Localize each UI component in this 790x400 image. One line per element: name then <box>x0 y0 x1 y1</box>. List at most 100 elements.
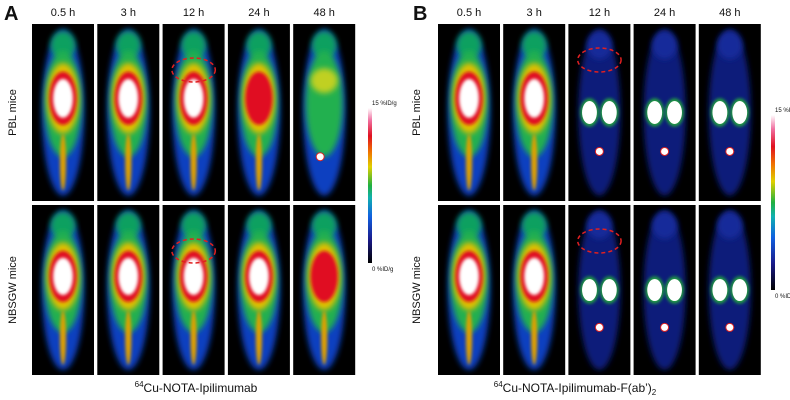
torso-white <box>118 257 139 296</box>
torso-green <box>305 50 343 157</box>
kidney <box>712 278 728 302</box>
torso-white <box>183 78 204 118</box>
head-signal <box>115 211 141 239</box>
head-signal <box>717 211 743 239</box>
roi-circle <box>171 238 217 264</box>
torso-white <box>118 78 139 118</box>
tail <box>465 310 473 365</box>
tail <box>255 133 262 191</box>
hotspot <box>315 152 325 162</box>
pet-image <box>162 205 225 375</box>
pet-image <box>32 205 94 375</box>
row-label: NBSGW mice <box>411 256 423 324</box>
head-signal <box>587 31 612 60</box>
body-signal <box>578 210 621 370</box>
torso-white <box>183 257 204 296</box>
kidney <box>582 278 597 302</box>
torso-white <box>459 78 479 118</box>
tail <box>321 310 328 365</box>
tail <box>465 133 473 191</box>
torso-red <box>245 71 273 125</box>
row-label: NBSGW mice <box>7 256 19 324</box>
time-label: 48 h <box>719 7 740 19</box>
pet-image <box>162 24 225 201</box>
roi-circle <box>576 228 622 254</box>
torso-white <box>53 78 73 118</box>
time-label: 0.5 h <box>51 7 75 19</box>
torso-white <box>53 257 73 296</box>
pet-image <box>698 205 761 375</box>
colorbar-max: 15 %ID/g <box>372 101 397 107</box>
body-signal <box>708 29 751 196</box>
caption-main: Cu-NOTA-Ipilimumab-F(ab’) <box>503 381 652 395</box>
tail <box>59 310 67 365</box>
head-signal <box>246 31 272 60</box>
tail <box>59 133 67 191</box>
kidney <box>601 100 617 125</box>
bladder <box>660 322 670 332</box>
kidney <box>667 100 682 125</box>
kidney <box>732 100 748 125</box>
tail <box>125 133 132 191</box>
head-signal <box>456 211 482 239</box>
caption-sub: 2 <box>652 388 657 397</box>
head-signal <box>311 211 337 239</box>
kidney <box>647 100 663 125</box>
kidney <box>582 100 597 125</box>
pet-image <box>97 24 160 201</box>
row-label: PBL mice <box>7 89 19 136</box>
row-label: PBL mice <box>411 89 423 136</box>
bladder <box>725 322 735 332</box>
body-signal <box>708 210 751 370</box>
time-label: 24 h <box>248 7 269 19</box>
pet-image <box>438 24 500 201</box>
colorbar <box>771 115 775 290</box>
panel-label: B <box>413 3 427 25</box>
tail <box>255 310 262 365</box>
tail <box>190 310 197 365</box>
roi-circle <box>171 57 217 83</box>
time-label: 3 h <box>527 7 542 19</box>
pet-image <box>227 24 290 201</box>
head-signal <box>246 211 272 239</box>
head-signal <box>181 31 207 60</box>
torso-red <box>310 250 338 302</box>
kidney <box>667 278 682 302</box>
head-signal <box>521 31 547 60</box>
pet-image <box>438 205 500 375</box>
head-signal <box>115 31 141 60</box>
time-label: 3 h <box>121 7 136 19</box>
bladder <box>594 146 604 156</box>
head-signal <box>521 211 547 239</box>
head-signal <box>50 31 76 60</box>
colorbar <box>368 108 372 263</box>
time-label: 0.5 h <box>457 7 481 19</box>
tail <box>190 133 197 191</box>
pet-image <box>503 205 566 375</box>
pet-image <box>503 24 566 201</box>
panel-label: A <box>4 3 18 25</box>
tail <box>125 310 132 365</box>
caption: 64Cu-NOTA-Ipilimumab <box>135 380 258 395</box>
head-signal <box>587 211 612 239</box>
time-label: 12 h <box>183 7 204 19</box>
bladder <box>725 146 735 156</box>
pet-image <box>97 205 160 375</box>
head-signal <box>50 211 76 239</box>
time-label: 24 h <box>654 7 675 19</box>
colorbar-min: 0 %ID/g <box>775 294 790 300</box>
time-label: 48 h <box>313 7 334 19</box>
time-label: 12 h <box>589 7 610 19</box>
kidney <box>712 100 728 125</box>
pet-image <box>293 205 356 375</box>
pet-image <box>227 205 290 375</box>
roi-circle <box>576 47 622 73</box>
tail <box>531 133 538 191</box>
head-signal <box>311 31 337 60</box>
colorbar-min: 0 %ID/g <box>372 267 393 273</box>
tail <box>531 310 538 365</box>
kidney <box>601 278 617 302</box>
kidney <box>732 278 748 302</box>
pet-image <box>293 24 356 201</box>
